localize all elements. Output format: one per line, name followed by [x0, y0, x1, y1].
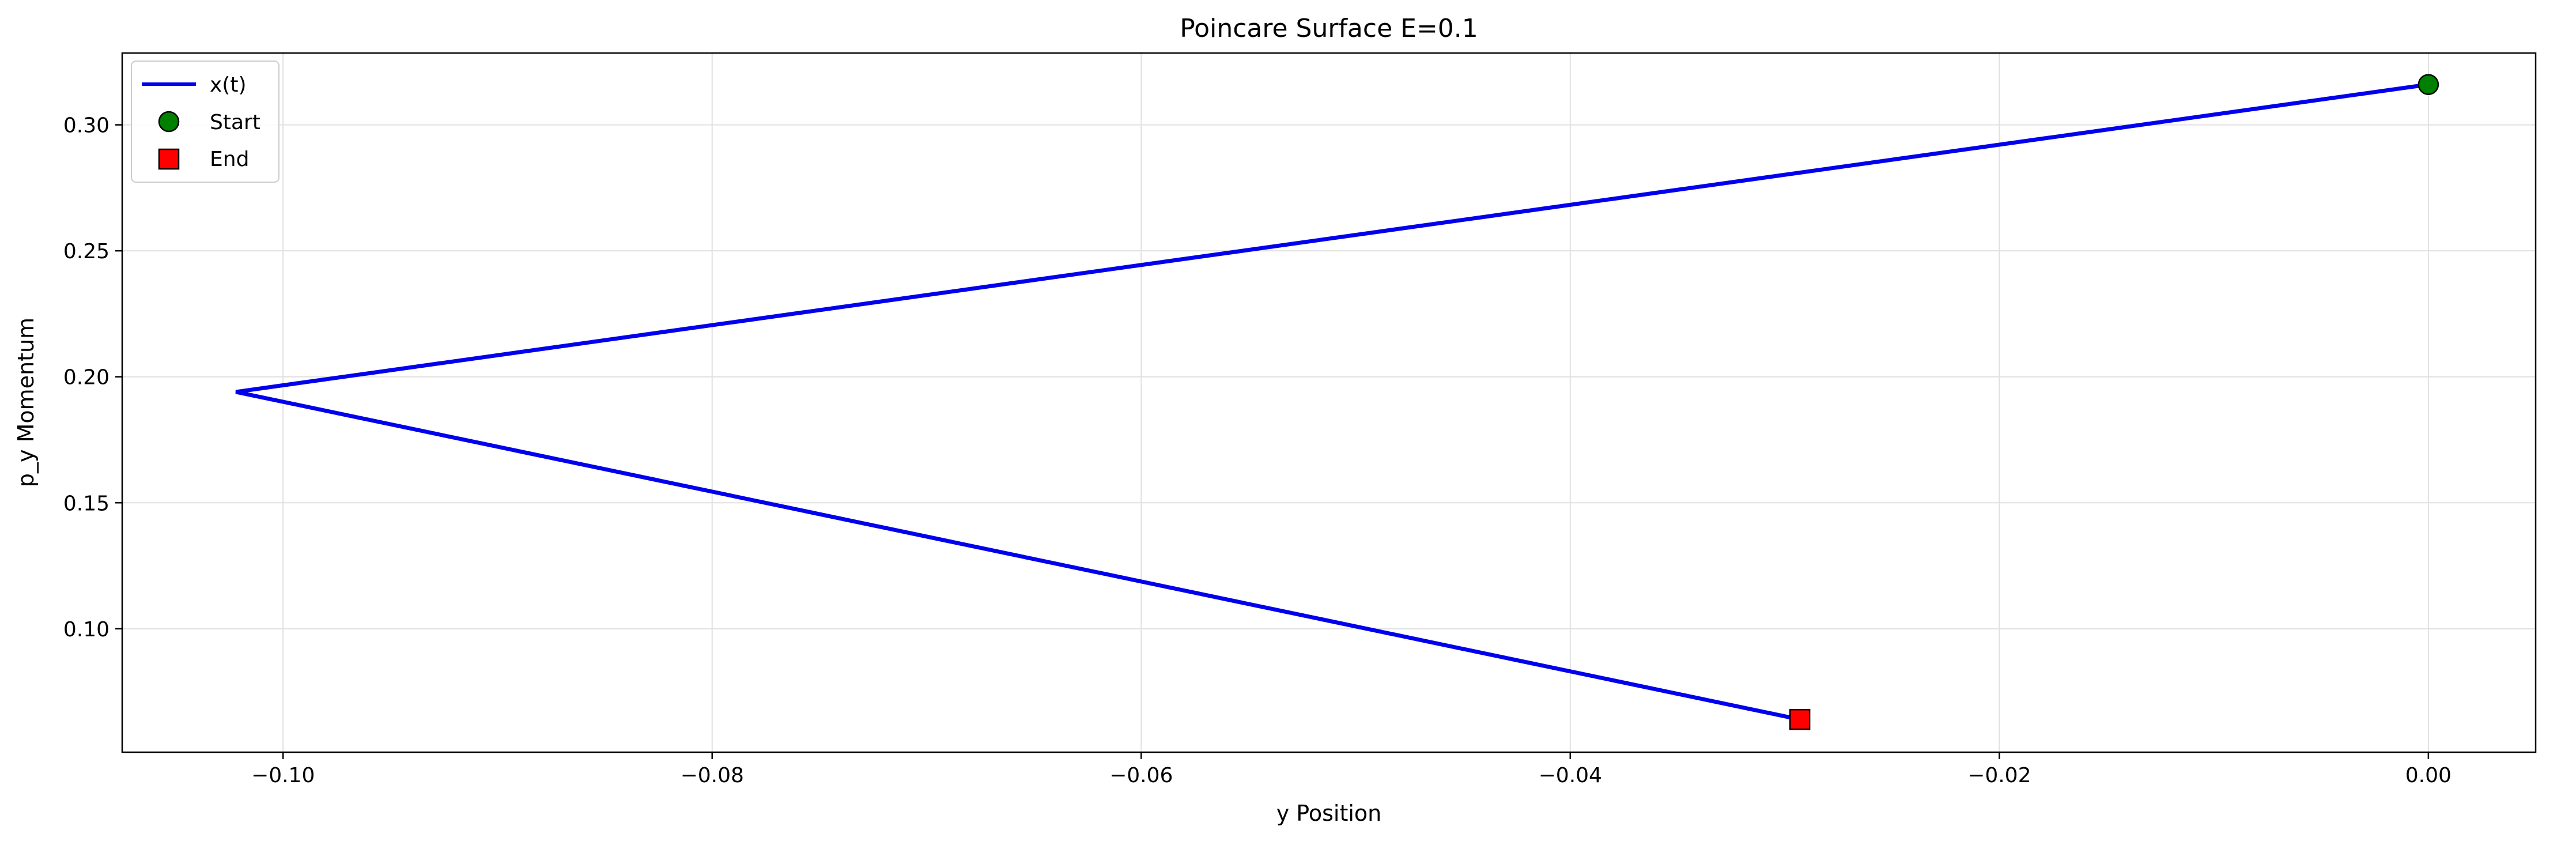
plot-frame [121, 52, 2537, 753]
x-axis-label: y Position [1276, 801, 1382, 826]
x-tick-label: 0.00 [2405, 764, 2452, 787]
legend-swatch-start [158, 111, 180, 133]
legend-label-start: Start [210, 111, 260, 134]
ticks: −0.10 −0.08 −0.06 −0.04 −0.02 0.00 0.10 0.15 0.2… [63, 114, 2452, 787]
legend-swatch-end [158, 148, 180, 170]
legend-label-end: End [210, 148, 249, 171]
y-axis-label: p_y Momentum [13, 318, 39, 487]
y-tick-label: 0.25 [63, 240, 109, 263]
legend-label-series: x(t) [210, 73, 247, 97]
x-tick-label: −0.04 [1539, 764, 1602, 787]
y-tick-label: 0.10 [63, 618, 109, 642]
series-layer [235, 82, 2429, 722]
y-tick-label: 0.15 [63, 492, 109, 515]
end-marker [1789, 708, 1811, 730]
x-tick-label: −0.08 [681, 764, 744, 787]
x-tick-label: −0.02 [1967, 764, 2031, 787]
legend: x(t) Start End [131, 61, 279, 183]
x-tick-label: −0.10 [251, 764, 315, 787]
series-line [235, 82, 2429, 722]
marker-layer [1789, 74, 2439, 730]
y-tick-label: 0.30 [63, 114, 109, 138]
start-marker [2418, 74, 2439, 95]
y-tick-label: 0.20 [63, 366, 109, 390]
chart-title: Poincare Surface E=0.1 [1180, 14, 1478, 43]
x-tick-label: −0.06 [1109, 764, 1173, 787]
